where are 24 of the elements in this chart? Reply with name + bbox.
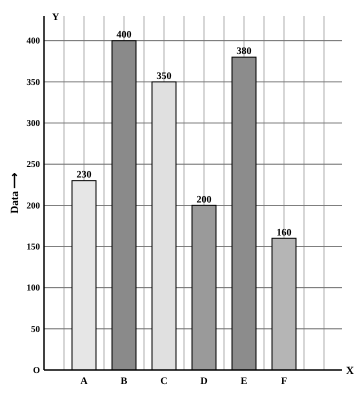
y-tick-label: 400 [26,36,40,46]
data-label: 230 [76,170,92,181]
data-label: 380 [236,46,252,58]
y-tick-label: 200 [26,200,40,210]
y-tick-label: 250 [26,159,40,170]
y-tick-label: O [32,365,40,375]
x-axis-title: X [346,365,354,377]
x-tick-label: D [200,376,208,387]
annotation: Y [52,12,60,23]
y-axis-title: Data ⟶ [9,172,21,214]
data-label: 200 [196,194,212,206]
data-label: 400 [116,30,132,41]
x-tick-label: C [160,376,168,387]
x-tick-label: F [280,376,288,387]
y-tick-label: 300 [26,118,40,128]
x-tick-label: E [240,376,248,387]
data-label: 350 [156,70,172,82]
y-tick-label: 100 [26,282,40,293]
y-tick-label: 50 [31,324,40,334]
y-tick-label: 350 [26,76,40,87]
x-tick-label: B [120,376,128,387]
x-tick-label: A [80,376,88,387]
y-tick-label: 150 [26,242,40,252]
data-label: 160 [276,227,292,238]
